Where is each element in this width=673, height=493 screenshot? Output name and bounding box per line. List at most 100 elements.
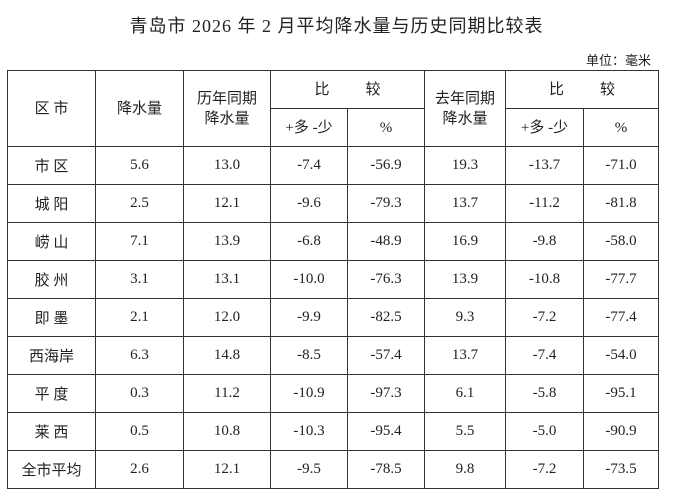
value-cell: 0.5 [95, 412, 184, 451]
value-cell: 2.5 [95, 184, 184, 223]
value-cell: 12.1 [183, 450, 271, 489]
value-cell: 6.3 [95, 336, 184, 375]
value-cell: -9.8 [505, 222, 585, 261]
table-row: 城 阳 2.5 12.1 -9.6 -79.3 13.7 -11.2 -81.8 [7, 184, 660, 223]
value-cell: 7.1 [95, 222, 184, 261]
header-cell: +多 -少 [270, 108, 348, 147]
value-cell: 6.1 [424, 374, 507, 413]
value-cell: 14.8 [183, 336, 271, 375]
table-row: 胶 州 3.1 13.1 -10.0 -76.3 13.9 -10.8 -77.7 [7, 260, 660, 299]
header-text: 比较 [549, 81, 652, 98]
value-cell: 5.5 [424, 412, 507, 451]
table-row: 平 度 0.3 11.2 -10.9 -97.3 6.1 -5.8 -95.1 [7, 374, 660, 413]
header-cell: % [583, 108, 660, 147]
header-cell: 比较 [505, 70, 660, 109]
value-cell: -11.2 [505, 184, 585, 223]
value-cell: 5.6 [95, 146, 184, 185]
unit-label: 单位：毫米 [585, 53, 651, 68]
value-cell: 11.2 [183, 374, 271, 413]
header-cell: % [346, 108, 426, 147]
value-cell: -7.4 [270, 146, 348, 185]
value-cell: -97.3 [346, 374, 426, 413]
header-cell: 降水量 [95, 70, 184, 147]
value-cell: -82.5 [346, 298, 426, 337]
value-cell: 12.1 [183, 184, 271, 223]
value-cell: -56.9 [346, 146, 426, 185]
value-cell: 3.1 [95, 260, 184, 299]
value-cell: -95.1 [583, 374, 660, 413]
table-row: 市 区 5.6 13.0 -7.4 -56.9 19.3 -13.7 -71.0 [7, 146, 660, 185]
header-cell: +多 -少 [505, 108, 585, 147]
value-cell: -5.8 [505, 374, 585, 413]
value-cell: -5.0 [505, 412, 585, 451]
value-cell: -95.4 [346, 412, 426, 451]
district-cell: 即 墨 [7, 298, 96, 337]
value-cell: -81.8 [583, 184, 660, 223]
district-cell: 平 度 [7, 374, 96, 413]
value-cell: 13.1 [183, 260, 271, 299]
district-cell: 西海岸 [7, 336, 96, 375]
district-cell: 全市平均 [7, 450, 96, 489]
value-cell: -48.9 [346, 222, 426, 261]
table-body: 市 区 5.6 13.0 -7.4 -56.9 19.3 -13.7 -71.0 城 阳 2.5 1… [7, 146, 660, 489]
value-cell: -77.7 [583, 260, 660, 299]
header-line: 降水量 [442, 110, 488, 127]
header-cell: 去年同期 降水量 [424, 70, 507, 147]
data-table: 区 市 降水量 历年同期 降水量 比较 去年同期 降水量 比较 +多 -少 % +多… [7, 70, 660, 489]
value-cell: 16.9 [424, 222, 507, 261]
value-cell: -13.7 [505, 146, 585, 185]
value-cell: -7.4 [505, 336, 585, 375]
value-cell: -58.0 [583, 222, 660, 261]
value-cell: 13.9 [424, 260, 507, 299]
header-line: 去年同期 [435, 90, 496, 107]
value-cell: 19.3 [424, 146, 507, 185]
district-cell: 市 区 [7, 146, 96, 185]
value-cell: -10.3 [270, 412, 348, 451]
value-cell: 10.8 [183, 412, 271, 451]
table-title: 青岛市 2026 年 2 月平均降水量与历史同期比较表 [129, 16, 544, 36]
value-cell: 13.0 [183, 146, 271, 185]
district-cell: 崂 山 [7, 222, 96, 261]
table-header: 区 市 降水量 历年同期 降水量 比较 去年同期 降水量 比较 +多 -少 % +多… [7, 70, 660, 147]
value-cell: -78.5 [346, 450, 426, 489]
district-cell: 城 阳 [7, 184, 96, 223]
value-cell: 0.3 [95, 374, 184, 413]
header-line: 降水量 [204, 110, 250, 127]
header-text: 比较 [314, 81, 417, 98]
value-cell: 12.0 [183, 298, 271, 337]
value-cell: 13.9 [183, 222, 271, 261]
value-cell: -54.0 [583, 336, 660, 375]
header-cell: 区 市 [7, 70, 96, 147]
value-cell: -6.8 [270, 222, 348, 261]
district-cell: 胶 州 [7, 260, 96, 299]
value-cell: -9.9 [270, 298, 348, 337]
value-cell: 2.6 [95, 450, 184, 489]
value-cell: -79.3 [346, 184, 426, 223]
table-row: 崂 山 7.1 13.9 -6.8 -48.9 16.9 -9.8 -58.0 [7, 222, 660, 261]
value-cell: -90.9 [583, 412, 660, 451]
table-row: 西海岸 6.3 14.8 -8.5 -57.4 13.7 -7.4 -54.0 [7, 336, 660, 375]
value-cell: -73.5 [583, 450, 660, 489]
header-line: 历年同期 [196, 90, 257, 107]
value-cell: -9.5 [270, 450, 348, 489]
value-cell: 2.1 [95, 298, 184, 337]
value-cell: 13.7 [424, 184, 507, 223]
value-cell: -9.6 [270, 184, 348, 223]
value-cell: 9.3 [424, 298, 507, 337]
district-cell: 莱 西 [7, 412, 96, 451]
value-cell: -8.5 [270, 336, 348, 375]
value-cell: 13.7 [424, 336, 507, 375]
value-cell: 9.8 [424, 450, 507, 489]
value-cell: -71.0 [583, 146, 660, 185]
table-row: 莱 西 0.5 10.8 -10.3 -95.4 5.5 -5.0 -90.9 [7, 412, 660, 451]
value-cell: -7.2 [505, 298, 585, 337]
value-cell: -57.4 [346, 336, 426, 375]
table-row: 全市平均 2.6 12.1 -9.5 -78.5 9.8 -7.2 -73.5 [7, 450, 660, 489]
value-cell: -10.8 [505, 260, 585, 299]
header-cell: 历年同期 降水量 [183, 70, 271, 147]
value-cell: -7.2 [505, 450, 585, 489]
value-cell: -76.3 [346, 260, 426, 299]
header-cell: 比较 [269, 70, 426, 109]
